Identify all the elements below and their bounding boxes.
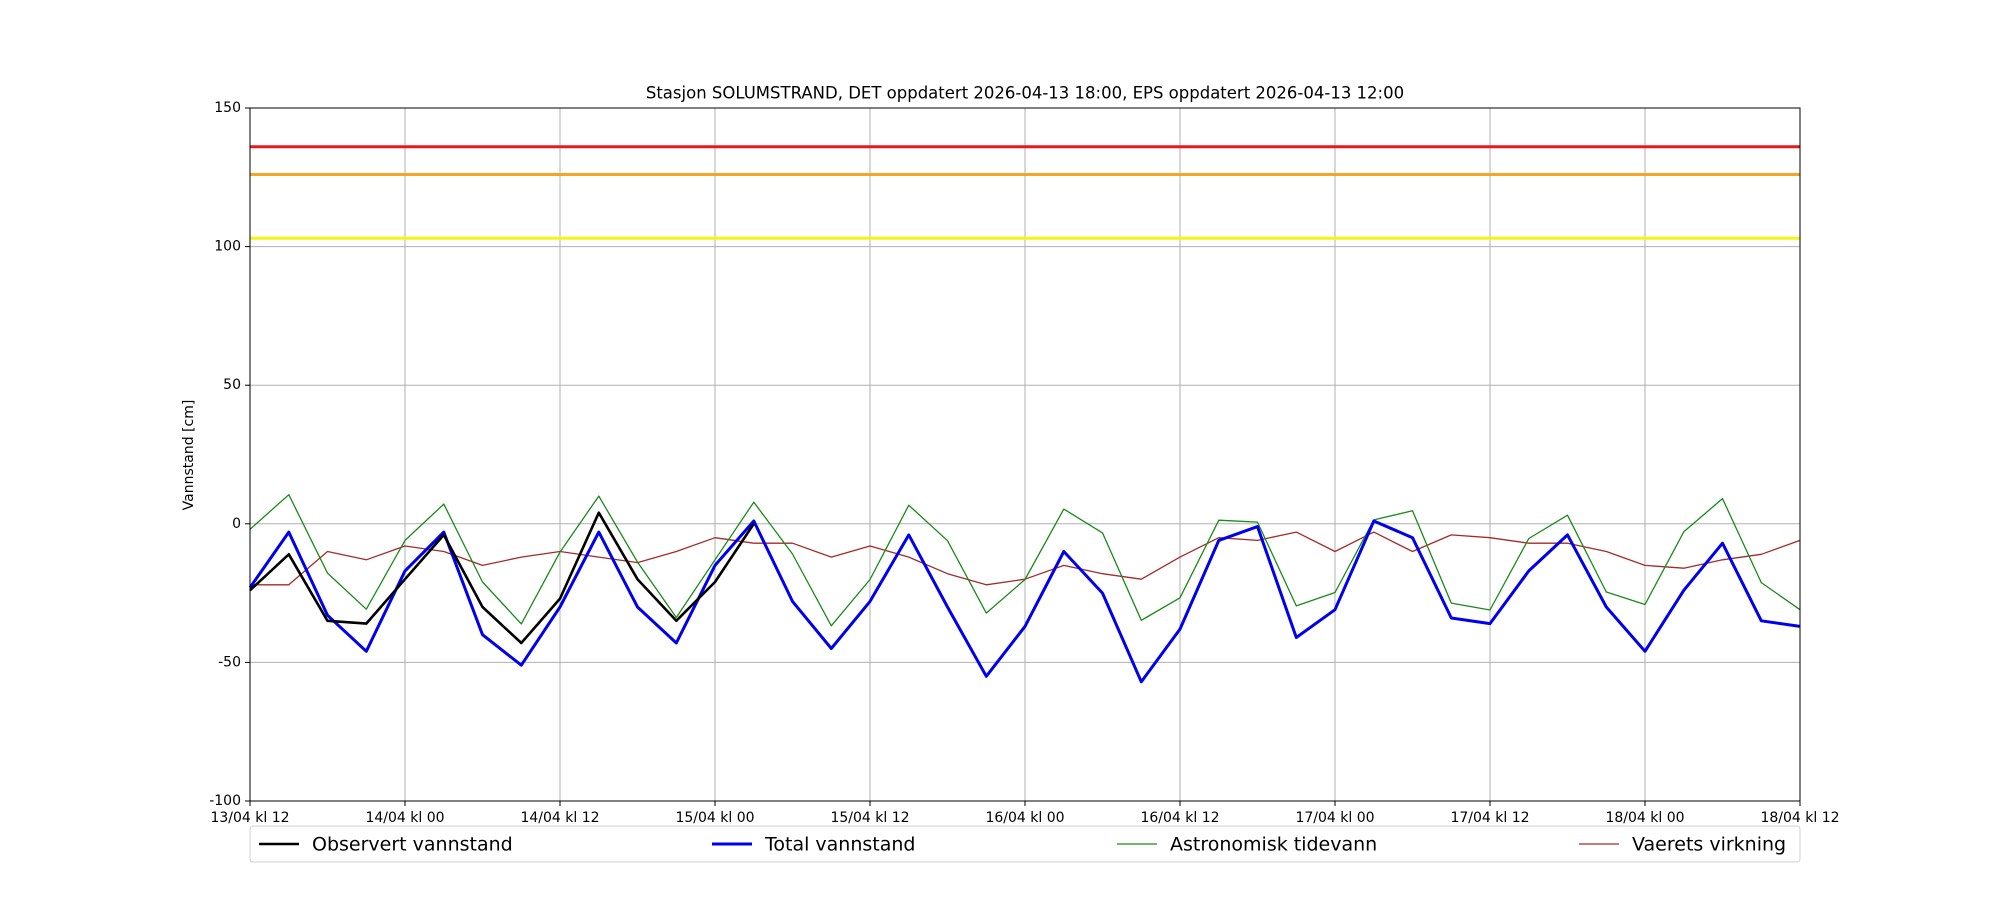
legend-box	[249, 825, 1801, 863]
x-tick-label: 17/04 kl 00	[1295, 810, 1374, 826]
x-tick-label: 17/04 kl 12	[1450, 810, 1529, 826]
y-tick-label: 150	[214, 100, 241, 116]
series-line	[249, 511, 755, 645]
x-tick-label: 16/04 kl 00	[985, 810, 1064, 826]
x-tick-label: 13/04 kl 12	[210, 810, 289, 826]
x-tick-label: 18/04 kl 00	[1605, 810, 1684, 826]
y-tick-label: 0	[232, 516, 241, 532]
x-tick-label: 16/04 kl 12	[1140, 810, 1219, 826]
series-line	[249, 494, 1801, 627]
x-tick-label: 15/04 kl 12	[830, 810, 909, 826]
x-tick-label: 14/04 kl 12	[520, 810, 599, 826]
x-tick-label: 14/04 kl 00	[365, 810, 444, 826]
x-tick-label: 15/04 kl 00	[675, 810, 754, 826]
chart-title: Stasjon SOLUMSTRAND, DET oppdatert 2026-…	[646, 84, 1404, 103]
x-tick-label: 18/04 kl 12	[1760, 810, 1839, 826]
y-tick-label: 50	[223, 377, 241, 393]
y-axis-label: Vannstand [cm]	[181, 400, 197, 511]
y-tick-label: 100	[214, 239, 241, 255]
legend-label: Astronomisk tidevann	[1170, 834, 1377, 856]
legend-label: Observert vannstand	[312, 834, 513, 856]
legend-label: Total vannstand	[764, 834, 915, 856]
legend-label: Vaerets virkning	[1632, 834, 1786, 856]
y-tick-label: -50	[218, 654, 241, 670]
series-line	[248, 519, 1801, 684]
y-tick-label: -100	[209, 793, 241, 809]
plot-frame	[249, 107, 1801, 802]
